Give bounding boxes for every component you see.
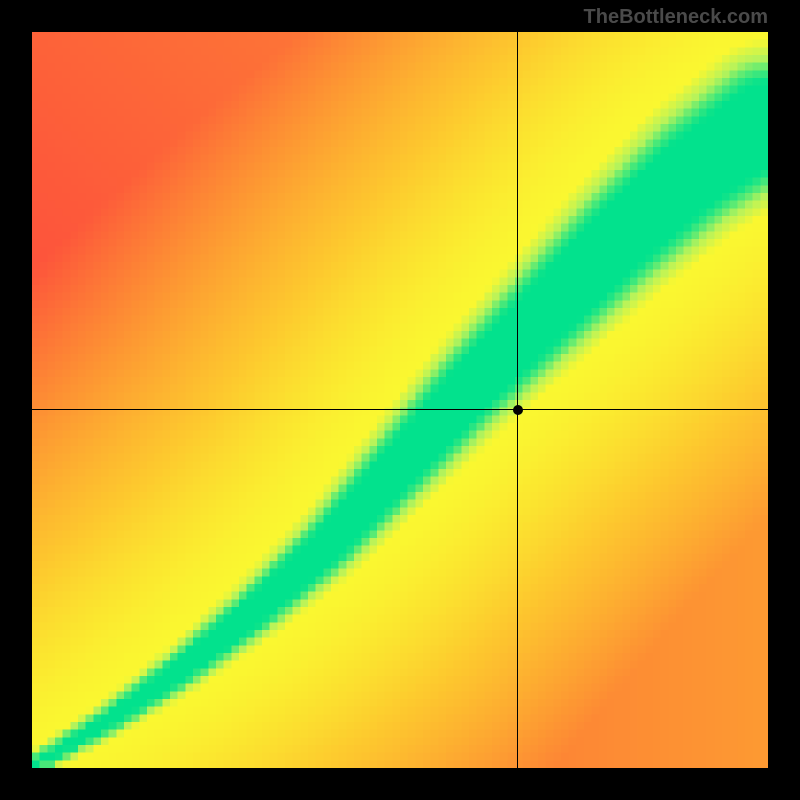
crosshair-vertical	[517, 32, 518, 768]
crosshair-marker	[513, 405, 523, 415]
chart-container: TheBottleneck.com	[0, 0, 800, 800]
heatmap-canvas	[32, 32, 768, 768]
watermark-text: TheBottleneck.com	[584, 6, 768, 29]
crosshair-horizontal	[32, 409, 768, 410]
